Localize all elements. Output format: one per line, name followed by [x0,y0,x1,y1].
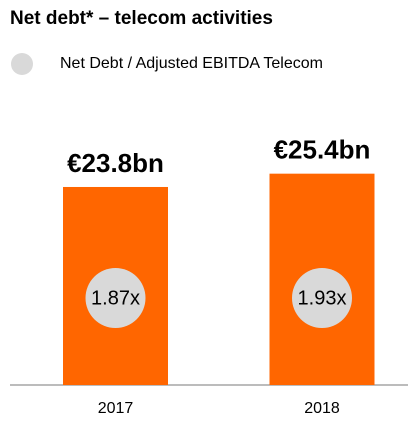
ratio-label: 1.93x [298,287,347,309]
x-tick-label: 2017 [98,400,134,417]
chart-title: Net debt* – telecom activities [10,8,273,29]
legend-marker [11,53,33,75]
value-label: €25.4bn [274,135,371,165]
ratio-circle [85,268,146,328]
x-tick-label: 2018 [304,400,340,417]
ratio-circle [292,268,352,328]
value-label: €23.8bn [67,148,164,178]
legend-label: Net Debt / Adjusted EBITDA Telecom [60,55,323,72]
ratio-label: 1.87x [91,287,140,309]
